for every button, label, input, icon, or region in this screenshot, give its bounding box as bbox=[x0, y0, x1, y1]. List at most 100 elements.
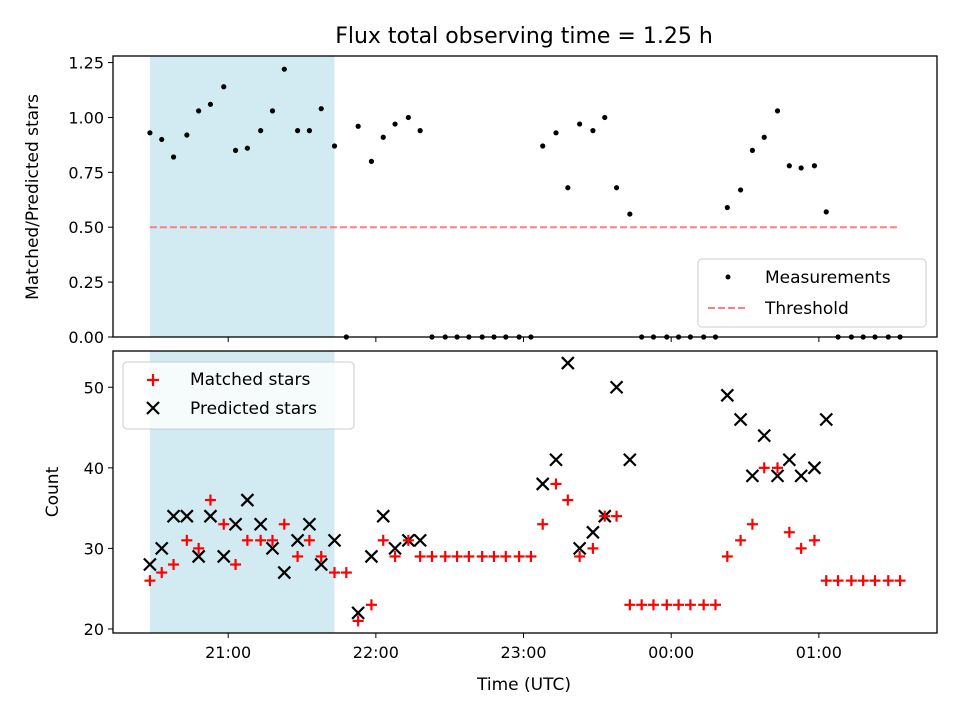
measurement-point bbox=[737, 187, 744, 193]
matched-star-point bbox=[230, 559, 242, 571]
matched-star-point bbox=[439, 550, 451, 562]
matched-star-point bbox=[709, 599, 721, 611]
measurement-point bbox=[613, 185, 620, 191]
matched-star-point bbox=[476, 550, 488, 562]
matched-star-point bbox=[537, 518, 549, 530]
measurement-point bbox=[811, 163, 818, 169]
measurement-point bbox=[355, 123, 361, 129]
matched-star-point bbox=[168, 559, 180, 571]
chart-title: Flux total observing time = 1.25 h bbox=[335, 24, 713, 49]
measurement-point bbox=[577, 121, 583, 127]
matched-star-point bbox=[832, 575, 844, 587]
predicted-star-point bbox=[154, 541, 169, 556]
matched-star-point bbox=[661, 599, 673, 611]
matched-star-point bbox=[673, 599, 685, 611]
x-tick-label: 23:00 bbox=[500, 643, 546, 662]
predicted-star-point bbox=[561, 356, 575, 370]
measurement-point bbox=[258, 128, 264, 134]
matched-star-point bbox=[783, 526, 795, 538]
top-axes-frame bbox=[112, 55, 938, 338]
top-y-ticks: 0.00 0.25 0.50 0.75 1.00 1.25 bbox=[68, 54, 113, 347]
y-tick-label: 20 bbox=[84, 620, 104, 639]
matched-star-point bbox=[204, 494, 216, 506]
matched-star-point bbox=[647, 599, 659, 611]
matched-star-point bbox=[414, 550, 426, 562]
measurement-point bbox=[590, 128, 596, 134]
predicted-star-point bbox=[770, 469, 785, 483]
predicted-star-point bbox=[290, 533, 305, 548]
predicted-star-point bbox=[549, 452, 563, 467]
measurement-point bbox=[196, 108, 202, 114]
y-tick-label: 40 bbox=[84, 459, 104, 478]
matched-star-point bbox=[241, 534, 253, 546]
measurement-point bbox=[774, 108, 781, 114]
matched-star-point bbox=[624, 599, 636, 611]
predicted-star-point bbox=[572, 541, 587, 556]
measurement-points bbox=[147, 66, 903, 340]
measurement-point bbox=[306, 128, 313, 134]
x-axis-label: Time (UTC) bbox=[476, 675, 571, 695]
matched-star-point bbox=[562, 494, 574, 506]
bottom-legend: Matched stars Predicted stars bbox=[122, 361, 355, 430]
predicted-star-point bbox=[586, 525, 600, 540]
matched-star-point bbox=[820, 575, 832, 587]
matched-star-point bbox=[303, 534, 315, 546]
predicted-star-point bbox=[166, 509, 181, 523]
measurement-point bbox=[244, 145, 250, 151]
measurement-point bbox=[318, 106, 324, 112]
matched-star-point bbox=[389, 550, 401, 562]
matched-star-point bbox=[746, 518, 758, 530]
matched-star-point bbox=[525, 550, 537, 562]
x-tick-label: 21:00 bbox=[205, 643, 251, 662]
measurement-point bbox=[170, 154, 177, 160]
measurement-point bbox=[147, 130, 153, 136]
matched-star-point bbox=[144, 575, 156, 587]
predicted-star-point bbox=[240, 493, 255, 507]
legend-threshold-label: Threshold bbox=[764, 299, 849, 319]
predicted-star-point bbox=[265, 541, 280, 556]
matched-star-point bbox=[550, 478, 562, 490]
top-legend: Measurements Threshold bbox=[697, 258, 927, 328]
legend-matched-label: Matched stars bbox=[190, 370, 310, 390]
predicted-star-point bbox=[807, 461, 822, 475]
matched-star-point bbox=[894, 575, 906, 587]
measurement-point bbox=[221, 84, 227, 90]
matched-star-point bbox=[292, 550, 304, 562]
x-tick-label: 00:00 bbox=[648, 643, 694, 662]
matched-star-point bbox=[869, 575, 881, 587]
measurement-point bbox=[417, 128, 423, 134]
predicted-star-point bbox=[757, 428, 772, 443]
matched-star-point bbox=[698, 599, 710, 611]
predicted-star-point bbox=[782, 452, 797, 467]
matched-star-point bbox=[315, 550, 327, 562]
legend-predicted-marker bbox=[146, 401, 160, 415]
measurement-point bbox=[281, 66, 287, 72]
measurement-point bbox=[294, 128, 301, 134]
matched-star-point bbox=[587, 542, 599, 554]
bottom-x-ticks: 21:00 22:00 23:00 00:00 01:00 bbox=[205, 633, 842, 662]
matched-star-point bbox=[636, 599, 648, 611]
top-shaded-interval bbox=[149, 56, 335, 337]
bottom-y-axis-label: Count bbox=[43, 466, 63, 517]
matched-star-point bbox=[278, 518, 290, 530]
measurement-point bbox=[392, 121, 398, 127]
bottom-legend-box bbox=[122, 361, 355, 430]
x-tick-label: 01:00 bbox=[796, 643, 842, 662]
legend-measurement-marker bbox=[725, 274, 731, 280]
measurement-point bbox=[749, 147, 756, 153]
predicted-star-point bbox=[277, 565, 292, 580]
measurement-point bbox=[405, 114, 411, 121]
matched-star-point bbox=[721, 550, 733, 562]
top-x-ticks bbox=[227, 337, 820, 342]
predicted-star-point bbox=[609, 380, 624, 395]
matched-star-point bbox=[193, 542, 205, 554]
legend-matched-marker bbox=[147, 374, 159, 386]
measurement-point bbox=[553, 130, 559, 136]
y-tick-label: 50 bbox=[84, 378, 104, 397]
matched-star-point bbox=[735, 534, 747, 546]
y-tick-label: 0.50 bbox=[68, 218, 104, 237]
matched-star-point bbox=[611, 510, 623, 522]
predicted-star-point bbox=[253, 517, 268, 532]
